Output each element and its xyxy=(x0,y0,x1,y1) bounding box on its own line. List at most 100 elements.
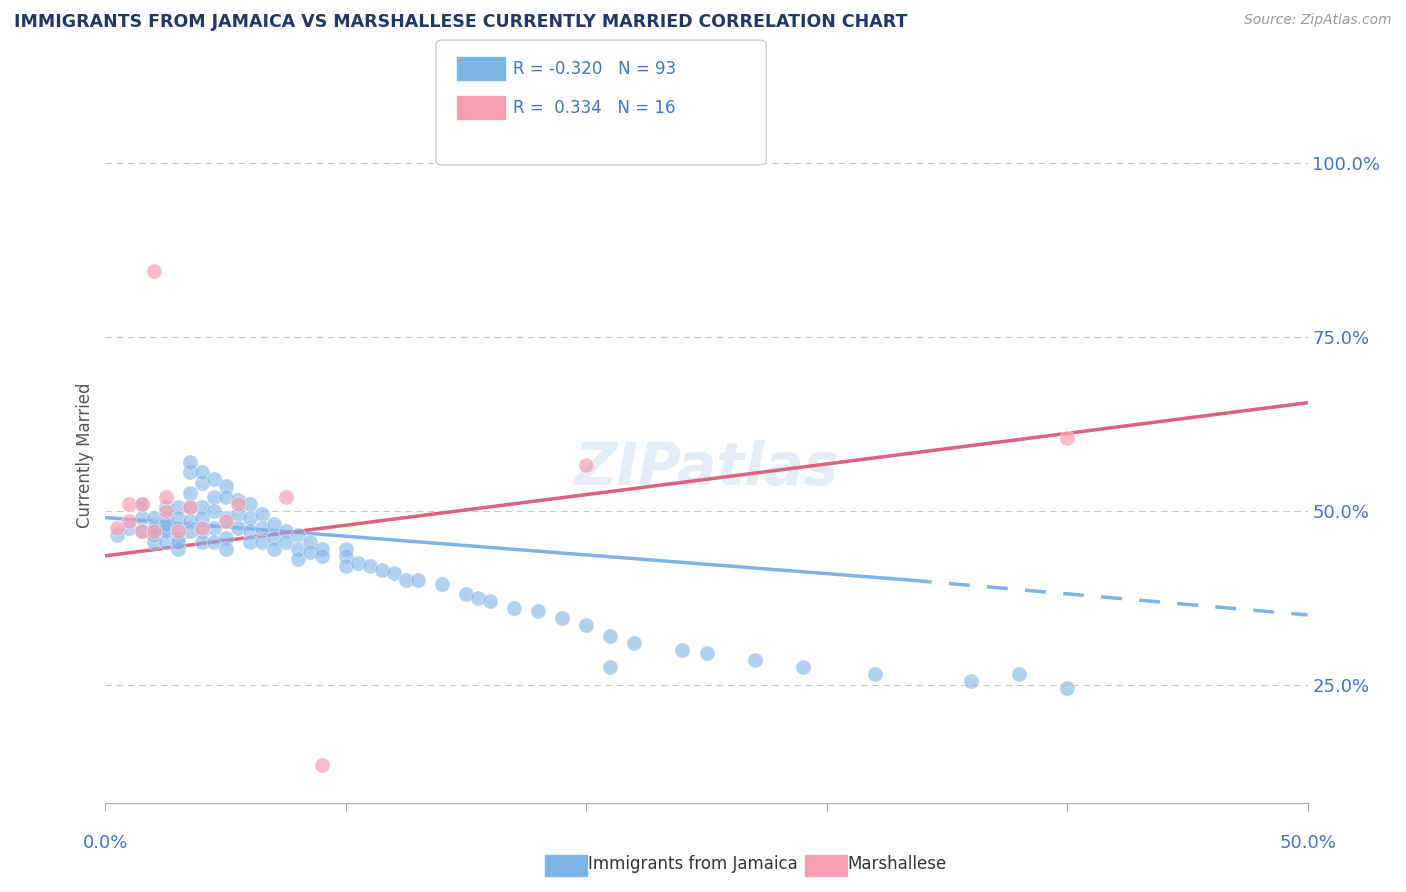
Point xyxy=(960,674,983,689)
Point xyxy=(155,517,177,532)
Point xyxy=(214,532,236,546)
Point xyxy=(744,653,766,667)
Point xyxy=(190,466,212,480)
Point xyxy=(263,541,285,556)
Point xyxy=(298,545,321,559)
Point xyxy=(359,559,381,574)
Point xyxy=(179,524,201,539)
Point xyxy=(599,629,621,643)
Text: 50.0%: 50.0% xyxy=(1279,834,1336,852)
Point xyxy=(190,534,212,549)
Point xyxy=(202,521,225,535)
Point xyxy=(142,528,165,542)
Point xyxy=(347,556,370,570)
Point xyxy=(214,490,236,504)
Point xyxy=(274,534,297,549)
Point xyxy=(551,611,574,625)
Point xyxy=(671,642,693,657)
Point xyxy=(214,514,236,528)
Point xyxy=(226,521,249,535)
Point xyxy=(863,667,886,681)
Point xyxy=(142,263,165,277)
Point xyxy=(131,497,153,511)
Point xyxy=(190,500,212,514)
Point xyxy=(263,532,285,546)
Point xyxy=(467,591,489,605)
Point xyxy=(696,646,718,660)
Point xyxy=(166,524,188,539)
Point xyxy=(250,507,273,521)
Point xyxy=(274,524,297,539)
Point xyxy=(107,528,129,542)
Point xyxy=(190,521,212,535)
Point xyxy=(335,541,357,556)
Point xyxy=(239,534,262,549)
Text: 0.0%: 0.0% xyxy=(83,834,128,852)
Point xyxy=(118,497,141,511)
Point xyxy=(166,532,188,546)
Text: IMMIGRANTS FROM JAMAICA VS MARSHALLESE CURRENTLY MARRIED CORRELATION CHART: IMMIGRANTS FROM JAMAICA VS MARSHALLESE C… xyxy=(14,13,907,31)
Point xyxy=(179,486,201,500)
Point xyxy=(142,521,165,535)
Point xyxy=(479,594,502,608)
Point xyxy=(155,490,177,504)
Point xyxy=(142,534,165,549)
Point xyxy=(190,524,212,539)
Point xyxy=(202,490,225,504)
Point xyxy=(287,528,309,542)
Point xyxy=(1056,431,1078,445)
Point xyxy=(239,524,262,539)
Point xyxy=(155,524,177,539)
Point xyxy=(287,541,309,556)
Point xyxy=(430,576,453,591)
Point xyxy=(214,541,236,556)
Point xyxy=(131,510,153,524)
Point xyxy=(202,534,225,549)
Point xyxy=(311,541,333,556)
Point xyxy=(311,757,333,772)
Text: Marshallese: Marshallese xyxy=(848,855,948,873)
Point xyxy=(250,534,273,549)
Point xyxy=(503,601,526,615)
Point xyxy=(599,660,621,674)
Point xyxy=(335,559,357,574)
Point xyxy=(166,510,188,524)
Point xyxy=(575,458,598,473)
Point xyxy=(298,534,321,549)
Point xyxy=(118,514,141,528)
Text: Immigrants from Jamaica: Immigrants from Jamaica xyxy=(588,855,797,873)
Point xyxy=(371,563,394,577)
Point xyxy=(155,534,177,549)
Point xyxy=(179,466,201,480)
Point xyxy=(1056,681,1078,695)
Point xyxy=(792,660,814,674)
Point xyxy=(226,507,249,521)
Point xyxy=(142,510,165,524)
Point xyxy=(179,500,201,514)
Point xyxy=(250,521,273,535)
Point xyxy=(226,497,249,511)
Text: Source: ZipAtlas.com: Source: ZipAtlas.com xyxy=(1244,13,1392,28)
Point xyxy=(202,472,225,486)
Point xyxy=(118,521,141,535)
Point xyxy=(214,510,236,524)
Point xyxy=(406,573,429,587)
Point xyxy=(179,514,201,528)
Text: ZIPatlas: ZIPatlas xyxy=(574,441,839,498)
Point xyxy=(155,500,177,514)
Point xyxy=(623,636,645,650)
Point xyxy=(166,500,188,514)
Point xyxy=(131,524,153,539)
Point xyxy=(287,552,309,566)
Point xyxy=(274,490,297,504)
Point xyxy=(202,503,225,517)
Point xyxy=(155,510,177,524)
Point xyxy=(179,500,201,514)
Point xyxy=(166,541,188,556)
Point xyxy=(155,503,177,517)
Point xyxy=(454,587,477,601)
Point xyxy=(226,493,249,508)
Point xyxy=(190,510,212,524)
Point xyxy=(166,521,188,535)
Point xyxy=(575,618,598,632)
